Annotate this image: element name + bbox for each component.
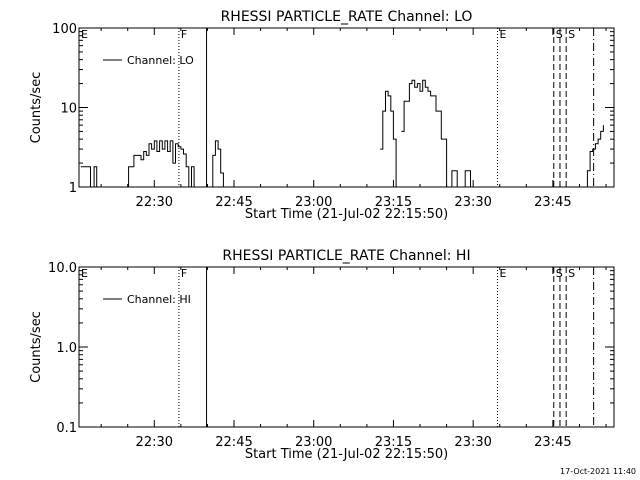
event-marker-label: F (181, 28, 187, 41)
x-tick-label: 22:30 (136, 435, 173, 450)
data-series-line (380, 90, 397, 187)
event-marker-label: F (181, 267, 187, 280)
chart-panel-1: RHESSI PARTICLE_RATE Channel: HI Start Ti… (29, 248, 615, 462)
y-tick-label: 100 (52, 22, 77, 37)
event-marker-label: E (81, 28, 88, 41)
data-series-line (401, 79, 458, 188)
legend-label: Channel: LO (127, 54, 194, 67)
data-series-line (125, 140, 195, 188)
x-tick-label: 23:30 (454, 195, 491, 210)
footer-stamp: 17-Oct-2021 11:40 (560, 467, 636, 476)
x-tick-label: 22:45 (215, 195, 252, 210)
y-tick-label: 10.0 (48, 261, 77, 276)
chart-title: RHESSI PARTICLE_RATE Channel: HI (222, 248, 470, 264)
x-tick-label: 23:30 (454, 435, 491, 450)
event-marker-label: E (500, 28, 507, 41)
x-tick-label: 23:15 (375, 435, 412, 450)
y-tick-label: 1 (69, 181, 77, 196)
y-axis-label: Counts/sec (29, 72, 44, 144)
y-tick-label: 10 (60, 102, 77, 117)
data-series-line (584, 125, 604, 188)
x-axis-label: Start Time (21-Jul-02 22:15:50) (245, 447, 448, 462)
x-tick-label: 23:45 (534, 435, 571, 450)
event-marker-label: S (568, 267, 575, 280)
data-series-line (80, 166, 98, 188)
chart-panel-0: RHESSI PARTICLE_RATE Channel: LO Start Ti… (29, 9, 615, 222)
event-marker-label: S (556, 28, 563, 41)
y-axis-label: Counts/sec (29, 311, 44, 383)
x-tick-label: 22:45 (215, 435, 252, 450)
chart-title: RHESSI PARTICLE_RATE Channel: LO (221, 9, 473, 25)
x-tick-label: 23:15 (375, 195, 412, 210)
x-axis-label: Start Time (21-Jul-02 22:15:50) (245, 207, 448, 222)
y-tick-label: 0.1 (56, 421, 77, 436)
event-marker-label: S (568, 28, 575, 41)
x-tick-label: 23:45 (534, 195, 571, 210)
legend-label: Channel: HI (127, 293, 191, 306)
x-tick-label: 22:30 (136, 195, 173, 210)
event-marker-label: E (500, 267, 507, 280)
event-marker-label: E (81, 267, 88, 280)
data-series-line (462, 170, 471, 188)
x-tick-label: 23:00 (295, 195, 332, 210)
event-marker-label: S (556, 267, 563, 280)
y-tick-label: 1.0 (56, 341, 77, 356)
data-series-line (210, 140, 224, 188)
x-tick-label: 23:00 (295, 435, 332, 450)
